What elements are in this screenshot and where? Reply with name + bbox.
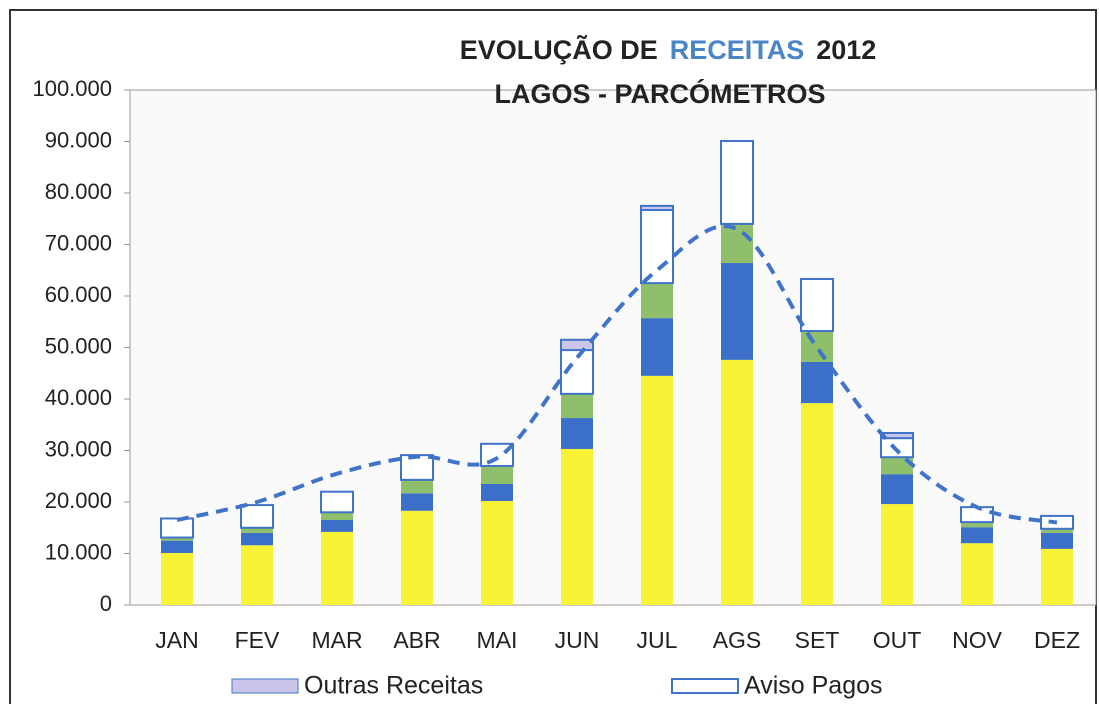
bar-segment <box>241 532 273 546</box>
bar-segment <box>881 474 913 505</box>
bar-segment <box>721 263 753 360</box>
bar-segment <box>961 522 993 528</box>
bar-segment <box>401 510 433 605</box>
bar-segment <box>881 504 913 605</box>
bar-segment <box>801 403 833 605</box>
bar-segment <box>561 393 593 419</box>
trend-line <box>176 224 1058 525</box>
bar-segment <box>161 552 193 605</box>
x-tick-label: MAR <box>311 627 362 653</box>
bar-segment <box>1041 528 1073 533</box>
bar-segment <box>481 483 513 501</box>
bar-segment <box>641 375 673 605</box>
bar-segment <box>321 512 353 521</box>
x-tick-label: OUT <box>873 627 922 653</box>
bar-segment <box>961 527 993 544</box>
bar-segment <box>961 543 993 605</box>
bar-segment <box>1041 548 1073 605</box>
y-tick-label: 70.000 <box>45 230 112 255</box>
x-tick-label: SET <box>795 627 840 653</box>
legend-swatch <box>671 678 739 694</box>
y-tick-label: 90.000 <box>45 127 112 152</box>
y-tick-label: 40.000 <box>45 385 112 410</box>
x-tick-label: ABR <box>393 627 440 653</box>
y-tick-label: 100.000 <box>32 76 112 101</box>
x-tick-label: FEV <box>235 627 280 653</box>
bar-segment <box>241 527 273 533</box>
bar-segment <box>161 537 193 541</box>
bar-segment <box>401 493 433 511</box>
bar-segment <box>721 359 753 605</box>
bar-segment <box>481 500 513 605</box>
x-tick-label: JUN <box>555 627 600 653</box>
bar-segment <box>720 139 754 225</box>
bar-segment <box>320 490 354 514</box>
x-tick-label: DEZ <box>1034 627 1080 653</box>
bar-segment <box>881 457 913 475</box>
title-part: EVOLUÇÃO DE <box>460 34 658 65</box>
x-tick-label: NOV <box>952 627 1003 653</box>
bar-segment <box>560 338 594 352</box>
bar-segment <box>321 520 353 532</box>
bar-segment <box>800 278 834 333</box>
bar-segment <box>640 204 674 211</box>
title-part: 2012 <box>816 35 876 65</box>
bar-segment <box>960 506 994 524</box>
bar-segment <box>160 517 194 539</box>
y-tick-label: 10.000 <box>45 539 112 564</box>
x-tick-label: AGS <box>713 627 762 653</box>
bar-segment <box>401 479 433 494</box>
y-tick-label: 30.000 <box>45 436 112 461</box>
bar-segment <box>1041 532 1073 549</box>
y-tick-label: 60.000 <box>45 282 112 307</box>
x-tick-label: JUL <box>637 627 678 653</box>
y-tick-label: 0 <box>100 591 112 616</box>
legend-label: Aviso Pagos <box>744 672 883 700</box>
x-tick-label: JAN <box>155 627 198 653</box>
bar-segment <box>641 283 673 319</box>
title-part: RECEITAS <box>670 35 805 65</box>
bar-segment <box>561 418 593 449</box>
bar-segment <box>801 331 833 362</box>
bar-segment <box>561 448 593 605</box>
plot-area <box>129 89 1097 606</box>
chart-title: EVOLUÇÃO DE RECEITAS 2012 <box>460 34 877 65</box>
y-tick-label: 20.000 <box>45 488 112 513</box>
x-tick-label: MAI <box>477 627 518 653</box>
bar-segment <box>240 504 274 529</box>
y-tick-label: 80.000 <box>45 179 112 204</box>
chart-subtitle: LAGOS - PARCÓMETROS <box>494 78 825 109</box>
bar-segment <box>801 361 833 404</box>
bar-segment <box>321 531 353 605</box>
bar-segment <box>400 454 434 481</box>
legend-label: Outras Receitas <box>304 672 483 700</box>
bar-segment <box>161 540 193 553</box>
bar-segment <box>641 318 673 376</box>
legend-swatch <box>231 678 299 694</box>
bar-segment <box>481 465 513 484</box>
bar-segment <box>241 545 273 605</box>
bar-segment <box>640 208 674 285</box>
y-tick-label: 50.000 <box>45 333 112 358</box>
bar-segment <box>721 223 753 264</box>
